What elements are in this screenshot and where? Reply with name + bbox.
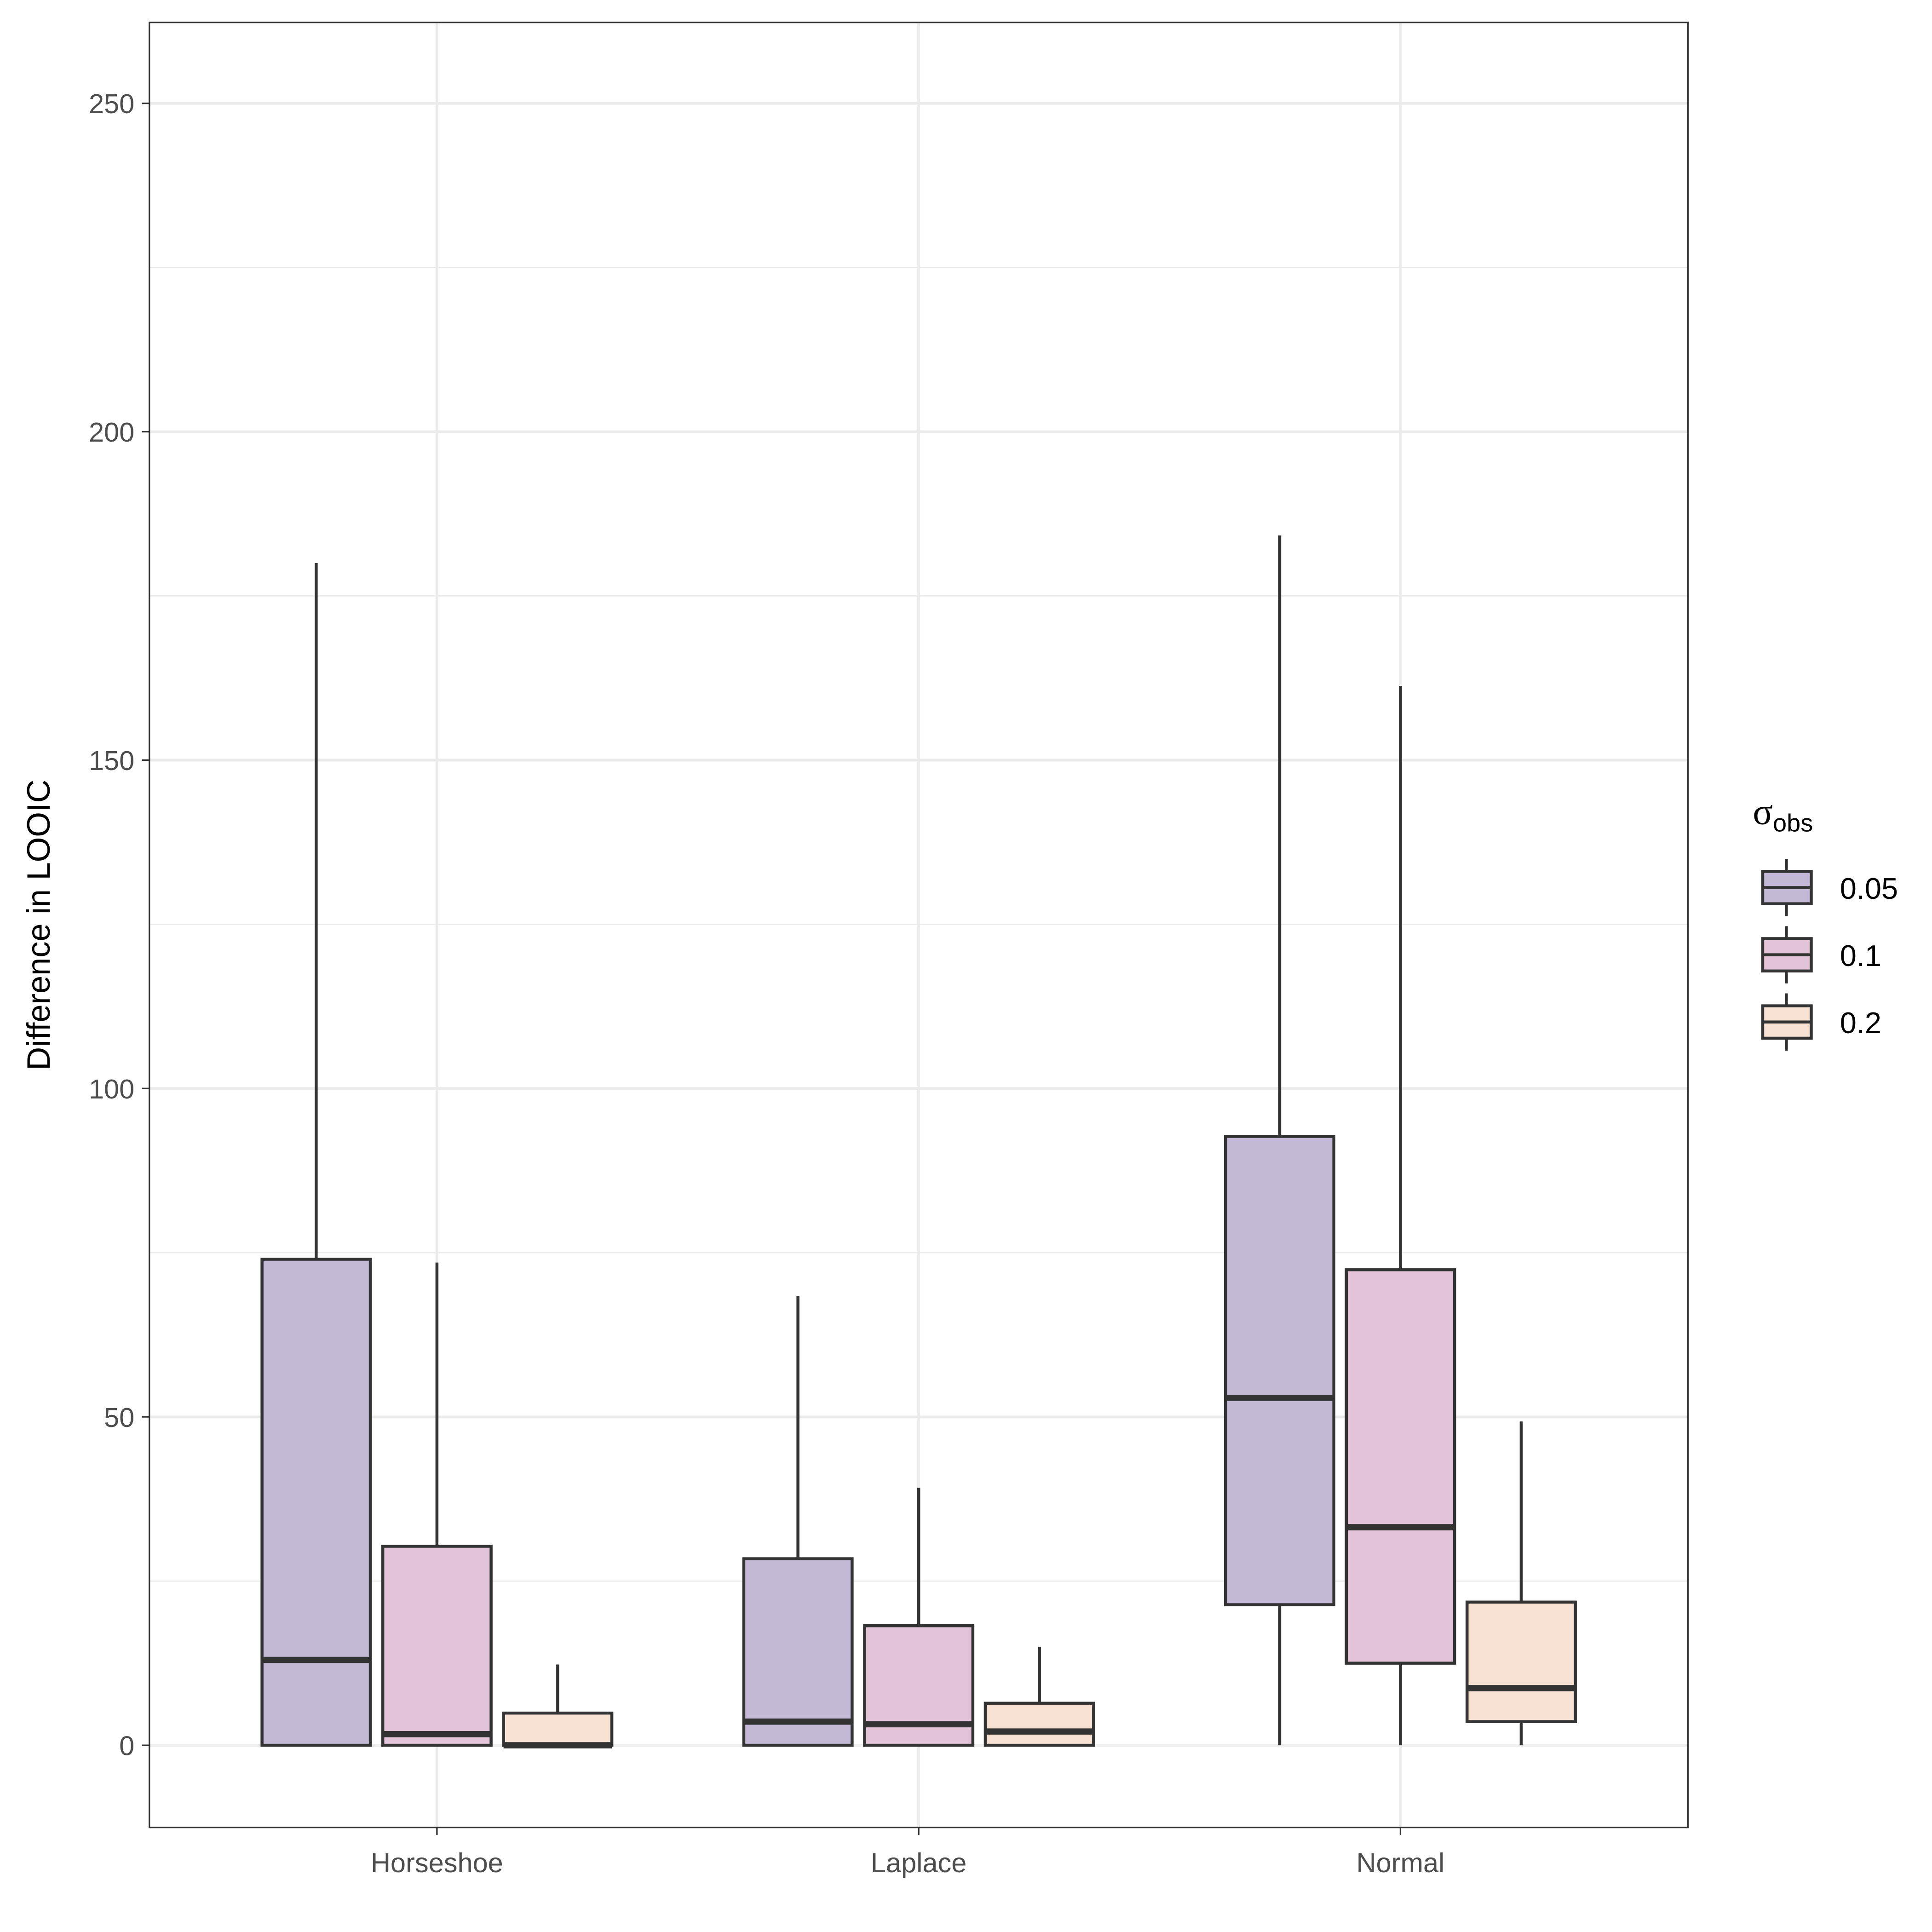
y-tick-label: 150 [89,745,134,776]
y-tick-label: 100 [89,1074,134,1104]
box-0.05-Horseshoe [260,563,372,1747]
x-axis: Horseshoe Laplace Normal [371,1827,1445,1878]
legend: σobs 0.05 0.1 0.2 [1753,791,1898,1051]
box-0.1-Normal [1345,686,1456,1746]
x-tick-label: Normal [1357,1847,1445,1878]
boxes [260,535,1577,1748]
y-tick-label: 250 [89,88,134,119]
box-0.2-Normal [1465,1421,1577,1746]
x-tick-label: Horseshoe [371,1847,503,1878]
legend-title-symbol: σ [1753,791,1773,832]
box-0.05-Normal [1224,535,1335,1746]
box-0.1-Laplace [863,1488,975,1747]
box-0.1-Horseshoe [381,1262,493,1747]
box-iqr [742,1557,854,1747]
x-tick-label: Laplace [871,1847,966,1878]
y-tick-label: 200 [89,417,134,448]
box-iqr [1465,1600,1577,1723]
legend-label: 0.1 [1840,939,1881,972]
legend-label: 0.05 [1840,872,1898,905]
y-tick-label: 0 [119,1731,134,1761]
legend-title-subscript: obs [1773,810,1813,837]
y-axis-label: Difference in LOOIC [20,780,57,1070]
box-iqr [381,1545,493,1747]
box-iqr [1345,1268,1456,1665]
legend-item-0.05: 0.05 [1761,859,1898,916]
box-0.05-Laplace [742,1296,854,1747]
legend-item-0.2: 0.2 [1761,993,1881,1051]
legend-title: σobs [1753,791,1813,837]
y-tick-label: 50 [104,1402,134,1433]
box-iqr [983,1702,1095,1747]
box-0.2-Laplace [983,1646,1095,1747]
box-0.2-Horseshoe [502,1664,614,1748]
box-iqr [1224,1135,1335,1606]
legend-label: 0.2 [1840,1006,1881,1040]
box-iqr [260,1258,372,1747]
y-axis: 0 50 100 150 200 250 [89,88,150,1761]
legend-item-0.1: 0.1 [1761,926,1881,983]
box-iqr [502,1711,614,1747]
